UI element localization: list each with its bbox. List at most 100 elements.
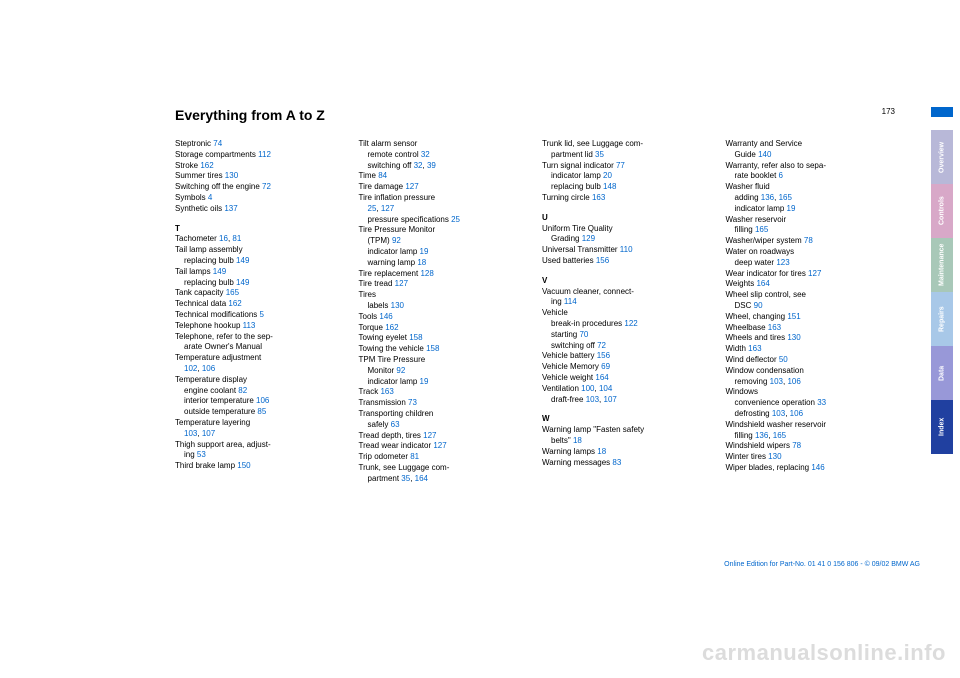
page-link[interactable]: 106 bbox=[787, 377, 800, 386]
page-link[interactable]: 19 bbox=[420, 377, 429, 386]
page-link[interactable]: 106 bbox=[256, 396, 269, 405]
page-link[interactable]: 163 bbox=[748, 344, 761, 353]
page-link[interactable]: 39 bbox=[427, 161, 436, 170]
section-tab[interactable]: Index bbox=[931, 400, 953, 454]
page-link[interactable]: 165 bbox=[755, 225, 768, 234]
page-link[interactable]: 53 bbox=[197, 450, 206, 459]
page-link[interactable]: 146 bbox=[379, 312, 392, 321]
page-link[interactable]: 156 bbox=[596, 256, 609, 265]
section-tab[interactable]: Maintenance bbox=[931, 238, 953, 292]
page-link[interactable]: 103 bbox=[586, 395, 599, 404]
page-link[interactable]: 20 bbox=[603, 171, 612, 180]
page-link[interactable]: 113 bbox=[243, 321, 256, 330]
page-link[interactable]: 70 bbox=[579, 330, 588, 339]
page-link[interactable]: 164 bbox=[595, 373, 608, 382]
page-link[interactable]: 164 bbox=[415, 474, 428, 483]
page-link[interactable]: 106 bbox=[790, 409, 803, 418]
page-link[interactable]: 163 bbox=[380, 387, 393, 396]
page-link[interactable]: 82 bbox=[238, 386, 247, 395]
page-link[interactable]: 6 bbox=[779, 171, 783, 180]
page-link[interactable]: 137 bbox=[224, 204, 237, 213]
page-link[interactable]: 81 bbox=[410, 452, 419, 461]
page-link[interactable]: 32 bbox=[421, 150, 430, 159]
page-link[interactable]: 148 bbox=[603, 182, 616, 191]
page-link[interactable]: 18 bbox=[417, 258, 426, 267]
section-tab[interactable]: Repairs bbox=[931, 292, 953, 346]
page-link[interactable]: 140 bbox=[758, 150, 771, 159]
page-link[interactable]: 130 bbox=[391, 301, 404, 310]
page-link[interactable]: 106 bbox=[202, 364, 215, 373]
page-link[interactable]: 136 bbox=[755, 431, 768, 440]
page-link[interactable]: 136 bbox=[761, 193, 774, 202]
page-link[interactable]: 114 bbox=[564, 297, 577, 306]
page-link[interactable]: 90 bbox=[754, 301, 763, 310]
page-link[interactable]: 77 bbox=[616, 161, 625, 170]
page-link[interactable]: 74 bbox=[213, 139, 222, 148]
page-link[interactable]: 78 bbox=[804, 236, 813, 245]
page-link[interactable]: 150 bbox=[237, 461, 250, 470]
page-link[interactable]: 163 bbox=[592, 193, 605, 202]
page-link[interactable]: 103 bbox=[184, 429, 197, 438]
page-link[interactable]: 69 bbox=[601, 362, 610, 371]
page-link[interactable]: 146 bbox=[811, 463, 824, 472]
page-link[interactable]: 18 bbox=[573, 436, 582, 445]
page-link[interactable]: 19 bbox=[787, 204, 796, 213]
page-link[interactable]: 130 bbox=[225, 171, 238, 180]
page-link[interactable]: 165 bbox=[779, 193, 792, 202]
section-tab[interactable]: Controls bbox=[931, 184, 953, 238]
page-link[interactable]: 33 bbox=[817, 398, 826, 407]
page-link[interactable]: 127 bbox=[405, 182, 418, 191]
page-link[interactable]: 16 bbox=[219, 234, 228, 243]
page-link[interactable]: 32 bbox=[414, 161, 423, 170]
section-tab[interactable]: Data bbox=[931, 346, 953, 400]
page-link[interactable]: 151 bbox=[787, 312, 800, 321]
page-link[interactable]: 158 bbox=[409, 333, 422, 342]
page-link[interactable]: 165 bbox=[773, 431, 786, 440]
page-link[interactable]: 156 bbox=[597, 351, 610, 360]
page-link[interactable]: 149 bbox=[236, 256, 249, 265]
page-link[interactable]: 50 bbox=[779, 355, 788, 364]
page-link[interactable]: 83 bbox=[612, 458, 621, 467]
page-link[interactable]: 162 bbox=[228, 299, 241, 308]
page-link[interactable]: 35 bbox=[401, 474, 410, 483]
page-link[interactable]: 92 bbox=[392, 236, 401, 245]
page-link[interactable]: 63 bbox=[391, 420, 400, 429]
page-link[interactable]: 127 bbox=[381, 204, 394, 213]
page-link[interactable]: 162 bbox=[385, 323, 398, 332]
page-link[interactable]: 122 bbox=[624, 319, 637, 328]
page-link[interactable]: 81 bbox=[232, 234, 241, 243]
page-link[interactable]: 107 bbox=[604, 395, 617, 404]
page-link[interactable]: 149 bbox=[213, 267, 226, 276]
page-link[interactable]: 162 bbox=[200, 161, 213, 170]
page-link[interactable]: 18 bbox=[597, 447, 606, 456]
page-link[interactable]: 164 bbox=[756, 279, 769, 288]
page-link[interactable]: 103 bbox=[772, 409, 785, 418]
page-link[interactable]: 84 bbox=[378, 171, 387, 180]
page-link[interactable]: 127 bbox=[395, 279, 408, 288]
page-link[interactable]: 100 bbox=[581, 384, 594, 393]
page-link[interactable]: 127 bbox=[423, 431, 436, 440]
page-link[interactable]: 103 bbox=[770, 377, 783, 386]
page-link[interactable]: 128 bbox=[420, 269, 433, 278]
page-link[interactable]: 130 bbox=[787, 333, 800, 342]
page-link[interactable]: 165 bbox=[226, 288, 239, 297]
page-link[interactable]: 25 bbox=[368, 204, 377, 213]
page-link[interactable]: 158 bbox=[426, 344, 439, 353]
page-link[interactable]: 72 bbox=[262, 182, 271, 191]
page-link[interactable]: 5 bbox=[259, 310, 263, 319]
page-link[interactable]: 19 bbox=[420, 247, 429, 256]
page-link[interactable]: 123 bbox=[776, 258, 789, 267]
page-link[interactable]: 127 bbox=[433, 441, 446, 450]
page-link[interactable]: 110 bbox=[620, 245, 633, 254]
page-link[interactable]: 35 bbox=[595, 150, 604, 159]
page-link[interactable]: 127 bbox=[808, 269, 821, 278]
page-link[interactable]: 85 bbox=[257, 407, 266, 416]
page-link[interactable]: 78 bbox=[792, 441, 801, 450]
page-link[interactable]: 112 bbox=[258, 150, 271, 159]
page-link[interactable]: 104 bbox=[599, 384, 612, 393]
page-link[interactable]: 73 bbox=[408, 398, 417, 407]
page-link[interactable]: 130 bbox=[768, 452, 781, 461]
page-link[interactable]: 163 bbox=[768, 323, 781, 332]
page-link[interactable]: 107 bbox=[202, 429, 215, 438]
page-link[interactable]: 72 bbox=[597, 341, 606, 350]
